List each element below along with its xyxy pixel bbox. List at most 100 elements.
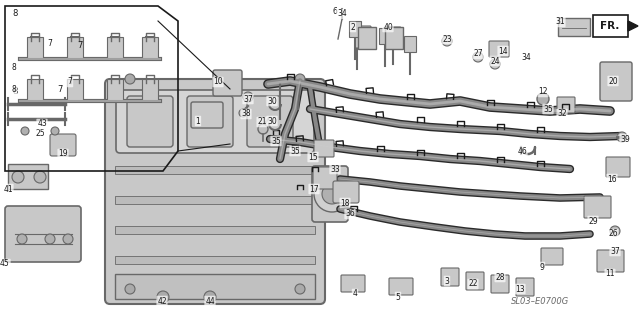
Text: 12: 12 — [538, 87, 548, 97]
Text: 14: 14 — [498, 47, 508, 56]
Circle shape — [442, 36, 452, 46]
Bar — [8, 164, 48, 189]
Circle shape — [204, 291, 216, 303]
Bar — [115, 166, 315, 174]
Text: 5: 5 — [396, 293, 401, 301]
Bar — [379, 28, 391, 44]
FancyBboxPatch shape — [247, 96, 293, 147]
FancyBboxPatch shape — [489, 41, 509, 57]
Text: 30: 30 — [267, 116, 277, 125]
Circle shape — [239, 109, 247, 117]
Text: FR.: FR. — [600, 21, 620, 31]
Circle shape — [322, 184, 342, 204]
Text: 29: 29 — [588, 217, 598, 226]
Bar — [27, 79, 43, 101]
Bar — [142, 79, 158, 101]
Text: 35: 35 — [290, 146, 300, 155]
Circle shape — [21, 127, 29, 135]
Text: 38: 38 — [241, 109, 251, 118]
Text: 7: 7 — [58, 85, 63, 93]
Polygon shape — [628, 21, 638, 31]
Bar — [107, 79, 123, 101]
Circle shape — [610, 226, 620, 236]
Bar — [115, 226, 315, 234]
Text: 9: 9 — [540, 263, 545, 271]
Bar — [115, 256, 315, 264]
Circle shape — [295, 74, 305, 84]
Bar — [558, 18, 590, 36]
Bar — [27, 37, 43, 59]
Text: 8: 8 — [12, 85, 17, 93]
Text: 36: 36 — [345, 210, 355, 219]
Text: 28: 28 — [495, 272, 505, 281]
Bar — [358, 27, 376, 49]
Text: 21: 21 — [257, 117, 267, 127]
Circle shape — [45, 234, 55, 244]
FancyBboxPatch shape — [50, 134, 76, 156]
Bar — [115, 196, 315, 204]
FancyBboxPatch shape — [389, 278, 413, 295]
Bar — [593, 15, 628, 37]
Text: 8: 8 — [12, 87, 18, 97]
Text: 46: 46 — [517, 146, 527, 155]
Circle shape — [157, 291, 169, 303]
FancyBboxPatch shape — [187, 96, 233, 147]
Text: 27: 27 — [473, 49, 483, 58]
Text: 7: 7 — [47, 40, 52, 48]
FancyBboxPatch shape — [384, 27, 401, 42]
Text: 37: 37 — [610, 247, 620, 256]
Text: 42: 42 — [157, 296, 167, 306]
Text: 43: 43 — [37, 120, 47, 129]
FancyBboxPatch shape — [541, 248, 563, 265]
Circle shape — [490, 59, 500, 69]
Bar — [67, 79, 83, 101]
Text: 30: 30 — [267, 97, 277, 106]
Text: 24: 24 — [490, 56, 500, 65]
FancyBboxPatch shape — [606, 157, 630, 177]
Text: 19: 19 — [58, 150, 68, 159]
Circle shape — [537, 93, 549, 105]
Bar — [142, 37, 158, 59]
Text: 2: 2 — [351, 23, 355, 32]
Text: 35: 35 — [543, 105, 553, 114]
FancyBboxPatch shape — [355, 26, 371, 48]
Text: 15: 15 — [308, 152, 318, 161]
Text: 7: 7 — [77, 41, 83, 50]
FancyBboxPatch shape — [127, 96, 173, 147]
Circle shape — [17, 234, 27, 244]
Text: 22: 22 — [468, 279, 477, 288]
Bar — [349, 21, 361, 37]
Text: 1: 1 — [196, 116, 200, 125]
Text: 7: 7 — [68, 78, 72, 86]
Text: 32: 32 — [557, 109, 567, 118]
Text: 44: 44 — [205, 296, 215, 306]
Circle shape — [473, 52, 483, 62]
FancyBboxPatch shape — [341, 275, 365, 292]
FancyBboxPatch shape — [491, 275, 509, 293]
Text: 40: 40 — [383, 23, 393, 32]
Bar — [404, 36, 416, 52]
Circle shape — [51, 127, 59, 135]
Text: 31: 31 — [555, 18, 565, 26]
FancyBboxPatch shape — [191, 102, 223, 128]
Circle shape — [12, 171, 24, 183]
FancyBboxPatch shape — [597, 250, 624, 272]
Bar — [67, 37, 83, 59]
Text: 45: 45 — [0, 259, 10, 269]
FancyBboxPatch shape — [584, 196, 611, 218]
FancyBboxPatch shape — [116, 90, 314, 153]
Text: SL03–E0700G: SL03–E0700G — [511, 297, 569, 306]
Circle shape — [295, 284, 305, 294]
FancyBboxPatch shape — [5, 206, 81, 262]
Circle shape — [34, 171, 46, 183]
Text: 20: 20 — [608, 77, 618, 85]
FancyBboxPatch shape — [441, 268, 459, 286]
Circle shape — [243, 92, 253, 102]
Bar — [115, 274, 315, 299]
Text: 35: 35 — [271, 137, 281, 145]
Text: 3: 3 — [445, 277, 449, 286]
Text: 37: 37 — [243, 94, 253, 103]
Text: 34: 34 — [337, 10, 347, 19]
Circle shape — [617, 132, 627, 142]
Text: 39: 39 — [620, 135, 630, 144]
